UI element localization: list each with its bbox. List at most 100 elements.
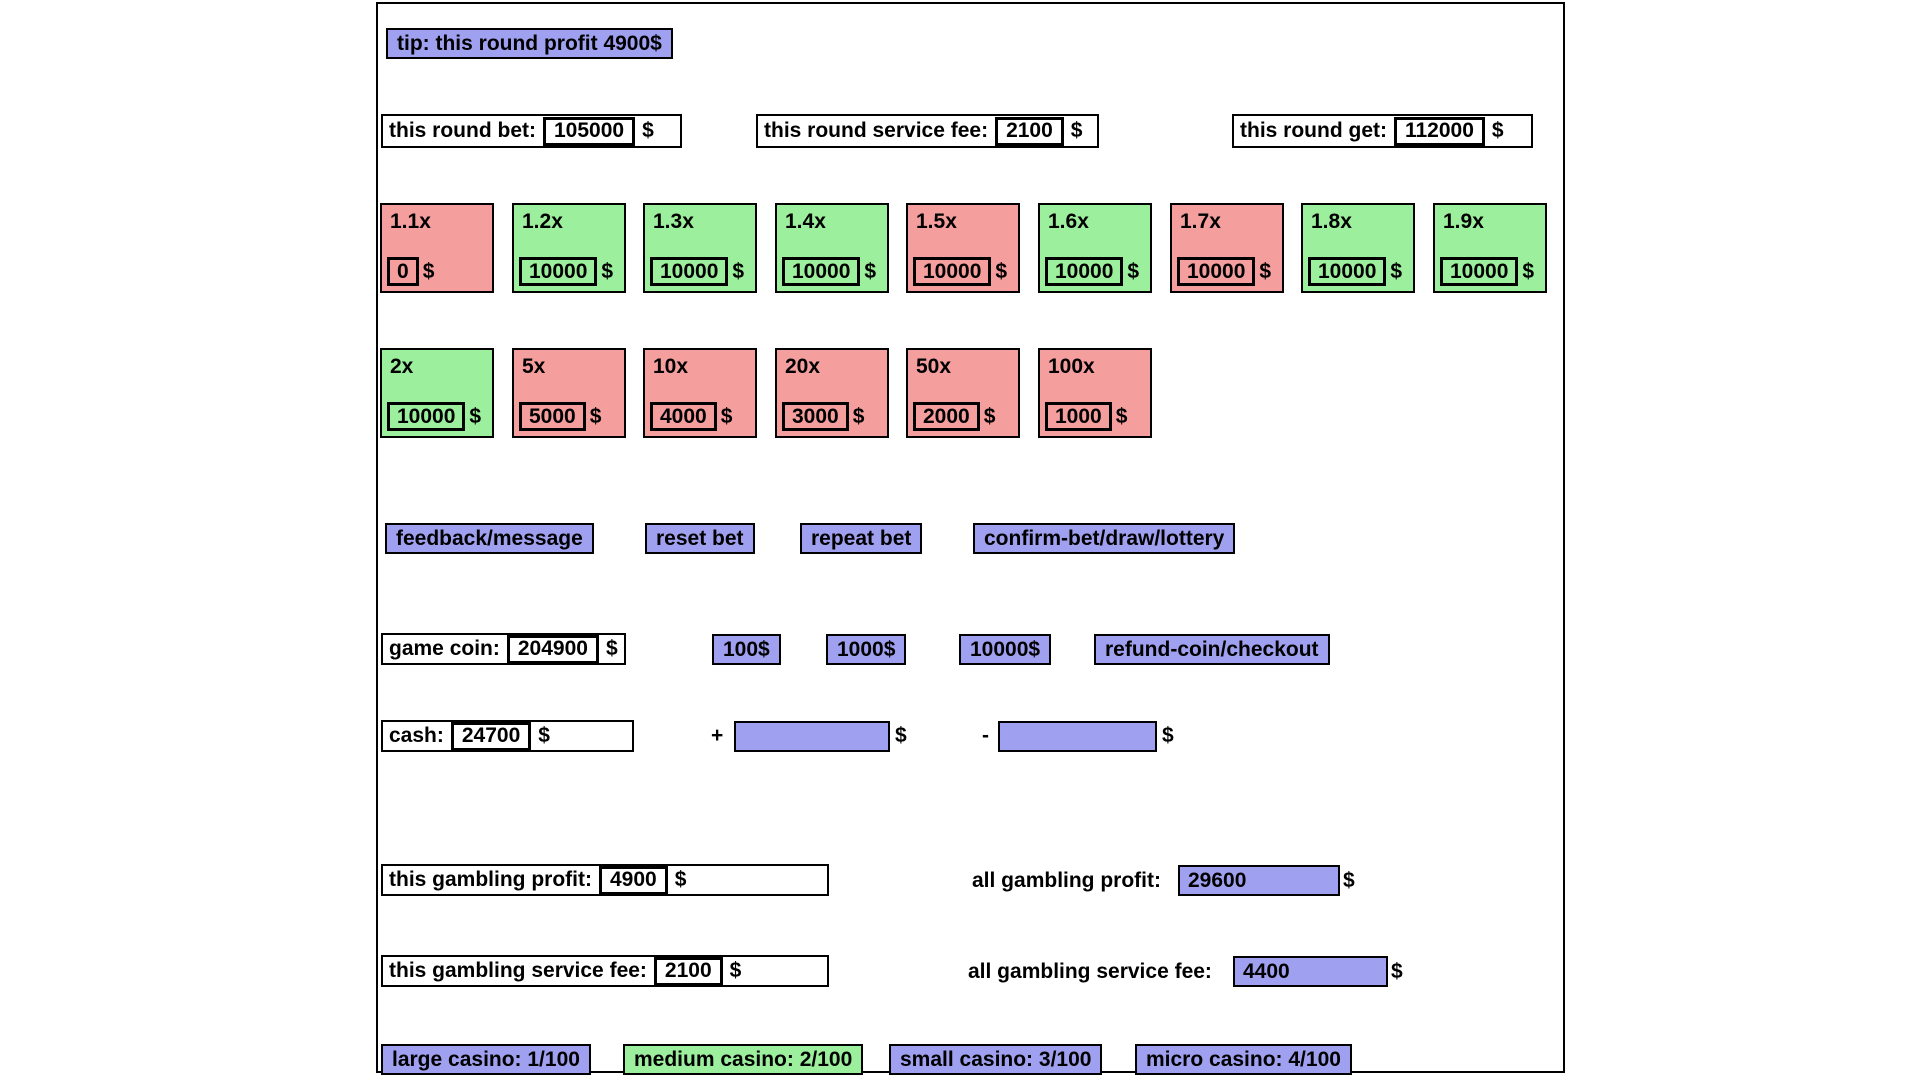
currency-label: $ <box>422 259 435 283</box>
all-gambling-service-fee-value: 4400 <box>1233 956 1388 987</box>
multiplier-bet-input[interactable]: 1000 <box>1045 402 1112 431</box>
this-gambling-profit-box: this gambling profit: 4900 $ <box>381 864 829 896</box>
add-coin-100-button[interactable]: 100$ <box>712 634 781 665</box>
this-gambling-service-fee-box: this gambling service fee: 2100 $ <box>381 955 829 987</box>
confirm-bet-draw-lottery-button[interactable]: confirm-bet/draw/lottery <box>973 523 1236 554</box>
currency-label: $ <box>1390 259 1403 283</box>
casino-tab-label: medium casino: 2/100 <box>634 1047 853 1071</box>
all-gambling-profit-label: all gambling profit: <box>972 869 1161 892</box>
multiplier-box-5x: 5x 5000 $ <box>512 348 626 438</box>
multiplier-bet-input[interactable]: 10000 <box>1045 257 1124 286</box>
round-get-box: this round get: 112000 $ <box>1232 114 1533 148</box>
multiplier-bet-input[interactable]: 2000 <box>913 402 980 431</box>
feedback-message-label: feedback/message <box>396 526 583 550</box>
cash-label: cash: <box>389 724 444 747</box>
casino-tab-4[interactable]: micro casino: 4/100 <box>1135 1044 1352 1075</box>
multiplier-bet-input[interactable]: 10000 <box>782 257 861 286</box>
currency-label: $ <box>1070 119 1083 142</box>
casino-tab-label: small casino: 3/100 <box>900 1047 1092 1071</box>
multiplier-label: 1.2x <box>522 210 563 233</box>
multiplier-bet-input[interactable]: 5000 <box>519 402 586 431</box>
multiplier-label: 1.1x <box>390 210 431 233</box>
round-profit-tip: tip: this round profit 4900$ <box>386 28 673 59</box>
currency-label: $ <box>729 959 742 982</box>
multiplier-bet-input[interactable]: 0 <box>387 257 419 286</box>
reset-bet-button[interactable]: reset bet <box>645 523 755 554</box>
multiplier-box-100x: 100x 1000 $ <box>1038 348 1152 438</box>
multiplier-box-1.1x: 1.1x 0 $ <box>380 203 494 293</box>
this-gambling-profit-value: 4900 <box>598 865 668 895</box>
currency-label: $ <box>983 404 996 428</box>
multiplier-bet-input[interactable]: 10000 <box>519 257 598 286</box>
casino-tab-1[interactable]: large casino: 1/100 <box>381 1044 591 1075</box>
multiplier-bet-input[interactable]: 10000 <box>913 257 992 286</box>
multiplier-label: 1.5x <box>916 210 957 233</box>
casino-tab-3[interactable]: small casino: 3/100 <box>889 1044 1103 1075</box>
currency-label: $ <box>995 259 1008 283</box>
add-coin-10000-button[interactable]: 10000$ <box>959 634 1052 665</box>
round-profit-tip-label: tip: this round profit 4900$ <box>397 31 662 55</box>
this-gambling-profit-label: this gambling profit: <box>389 868 592 891</box>
multiplier-bet-input[interactable]: 10000 <box>387 402 466 431</box>
refund-coin-checkout-button[interactable]: refund-coin/checkout <box>1094 634 1330 665</box>
multiplier-bet-input[interactable]: 10000 <box>1440 257 1519 286</box>
multiplier-label: 100x <box>1048 355 1095 378</box>
multiplier-box-10x: 10x 4000 $ <box>643 348 757 438</box>
round-get-value: 112000 <box>1393 116 1485 146</box>
minus-sign: - <box>982 724 989 747</box>
multiplier-bet-input[interactable]: 10000 <box>1308 257 1387 286</box>
round-service-fee-box: this round service fee: 2100 $ <box>756 114 1099 148</box>
game-coin-box: game coin: 204900 $ <box>381 633 626 665</box>
multiplier-box-1.7x: 1.7x 10000 $ <box>1170 203 1284 293</box>
multiplier-box-50x: 50x 2000 $ <box>906 348 1020 438</box>
casino-tab-label: micro casino: 4/100 <box>1146 1047 1341 1071</box>
game-panel: tip: this round profit 4900$ this round … <box>376 2 1565 1075</box>
currency-label: $ <box>895 724 907 747</box>
reset-bet-label: reset bet <box>656 526 744 550</box>
currency-label: $ <box>1522 259 1535 283</box>
multiplier-box-1.9x: 1.9x 10000 $ <box>1433 203 1547 293</box>
currency-label: $ <box>469 404 482 428</box>
multiplier-bet-input[interactable]: 10000 <box>1177 257 1256 286</box>
cash-add-input[interactable] <box>734 721 890 752</box>
repeat-bet-label: repeat bet <box>811 526 912 550</box>
add-coin-1000-button[interactable]: 1000$ <box>826 634 907 665</box>
round-bet-box: this round bet: 105000 $ <box>381 114 682 148</box>
refund-coin-checkout-label: refund-coin/checkout <box>1105 637 1319 661</box>
round-service-fee-label: this round service fee: <box>764 119 989 142</box>
multiplier-label: 50x <box>916 355 952 378</box>
multiplier-label: 10x <box>653 355 689 378</box>
currency-label: $ <box>1259 259 1272 283</box>
plus-sign: + <box>711 724 724 747</box>
currency-label: $ <box>538 724 550 747</box>
cash-subtract-input[interactable] <box>998 721 1157 752</box>
feedback-message-button[interactable]: feedback/message <box>385 523 594 554</box>
add-coin-1000-label: 1000$ <box>837 637 896 661</box>
multiplier-label: 5x <box>522 355 546 378</box>
multiplier-label: 1.7x <box>1180 210 1221 233</box>
casino-tab-2[interactable]: medium casino: 2/100 <box>623 1044 864 1075</box>
round-bet-value: 105000 <box>542 116 636 146</box>
repeat-bet-button[interactable]: repeat bet <box>800 523 923 554</box>
multiplier-box-20x: 20x 3000 $ <box>775 348 889 438</box>
currency-label: $ <box>852 404 865 428</box>
currency-label: $ <box>1115 404 1128 428</box>
this-gambling-service-fee-label: this gambling service fee: <box>389 959 647 982</box>
multiplier-row-1: 1.1x 0 $1.2x 10000 $1.3x 10000 $1.4x 10000 $1.5x… <box>378 203 1563 293</box>
currency-label: $ <box>1491 119 1504 142</box>
currency-label: $ <box>1127 259 1140 283</box>
add-coin-100-label: 100$ <box>723 637 770 661</box>
game-coin-value: 204900 <box>506 634 599 664</box>
multiplier-bet-input[interactable]: 10000 <box>650 257 729 286</box>
multiplier-label: 1.6x <box>1048 210 1089 233</box>
currency-label: $ <box>642 119 654 142</box>
casino-tab-label: large casino: 1/100 <box>392 1047 580 1071</box>
multiplier-box-2x: 2x 10000 $ <box>380 348 494 438</box>
multiplier-bet-input[interactable]: 4000 <box>650 402 717 431</box>
multiplier-label: 1.3x <box>653 210 694 233</box>
multiplier-bet-input[interactable]: 3000 <box>782 402 849 431</box>
currency-label: $ <box>732 259 745 283</box>
multiplier-box-1.2x: 1.2x 10000 $ <box>512 203 626 293</box>
multiplier-box-1.5x: 1.5x 10000 $ <box>906 203 1020 293</box>
